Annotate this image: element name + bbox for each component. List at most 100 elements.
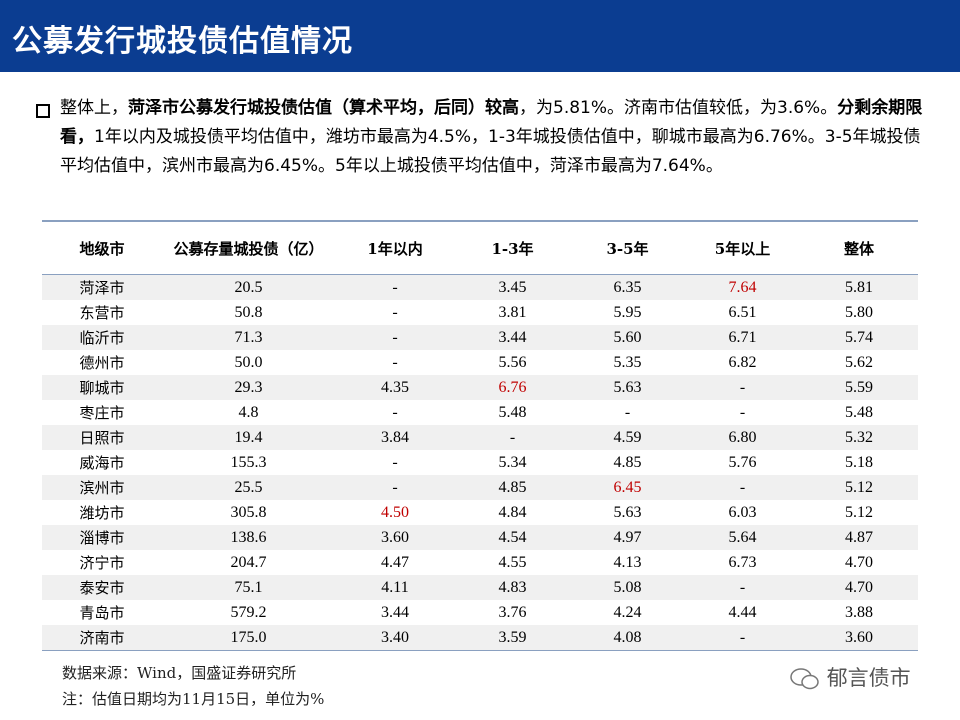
table-row: 泰安市 75.1 4.11 4.83 5.08-4.70 [42,575,918,600]
value-cell: 71.3 [162,325,335,350]
summary-run: 1年以内及城投债平均估值中，潍坊市最高为4.5%，1-3年城投债估值中，聊城市最… [60,127,921,176]
city-cell: 东营市 [79,304,125,322]
value-cell: 3.88 [845,603,873,621]
value-cell: 4.24 [613,603,642,621]
table-row: 青岛市 579.2 3.44 3.76 4.24 4.44 3.88 [42,600,918,625]
value-cell: 3.45 [455,274,570,300]
city-cell: 聊城市 [42,375,162,400]
summary-run: ，为5.81%。济南市估值较低，为3.6%。 [519,98,838,118]
value-cell: - [624,403,631,421]
value-cell: - [685,475,800,500]
value-cell: 3.44 [455,325,570,350]
value-cell: - [739,403,746,421]
value-cell: - [455,425,570,450]
value-cell: 5.81 [800,274,918,300]
value-cell: 6.76 [455,375,570,400]
value-cell: 5.48 [498,403,527,421]
header-row: 地级市 公募存量城投债（亿） 1年以内 1-3年 3-5年 5年以上 整体 [42,220,918,275]
value-cell: 5.32 [800,425,918,450]
value-cell: 4.13 [613,553,642,571]
value-cell: - [335,325,455,350]
value-cell: - [685,575,800,600]
value-cell: 3.59 [455,625,570,651]
city-cell: 青岛市 [79,604,125,622]
city-cell: 泰安市 [42,575,162,600]
watermark-text: 郁言债市 [826,666,911,690]
value-cell: 4.84 [498,503,527,521]
value-cell: 4.50 [381,503,409,521]
table-row: 东营市 50.8 - 3.81 5.95 6.51 5.80 [42,300,918,325]
city-cell: 枣庄市 [79,404,125,422]
value-cell: 4.54 [455,525,570,550]
table-row: 潍坊市 305.8 4.50 4.84 5.63 6.03 5.12 [42,500,918,525]
value-cell: 5.62 [845,353,873,371]
value-cell: - [392,303,398,321]
value-cell: - [392,453,398,471]
table-row: 滨州市 25.5-4.85 6.45-5.12 [42,475,918,500]
value-cell: 5.60 [570,325,685,350]
city-cell: 菏泽市 [42,274,162,300]
value-cell: 5.18 [845,453,873,471]
value-cell: 4.85 [455,475,570,500]
summary-run: 菏泽市公募发行城投债估值（算术平均，后同）较高 [128,98,519,118]
value-cell: 5.12 [845,503,873,521]
table-row: 聊城市 29.3 4.35 6.76 5.63-5.59 [42,375,918,400]
city-cell: 德州市 [79,354,125,372]
value-cell: - [335,274,455,300]
value-cell: 20.5 [162,274,335,300]
value-cell: 3.60 [335,525,455,550]
table-row: 淄博市 138.6 3.60 4.54 4.97 5.64 4.87 [42,525,918,550]
value-cell: - [392,353,398,371]
value-cell: 6.82 [728,353,757,371]
value-cell: 3.84 [335,425,455,450]
column-header: 地级市 [42,220,162,275]
value-cell: 5.56 [498,353,527,371]
value-cell: 4.8 [238,403,259,421]
value-cell: 5.12 [800,475,918,500]
value-cell: 4.87 [800,525,918,550]
value-cell: 305.8 [230,503,267,521]
value-cell: 50.8 [234,303,263,321]
value-cell: 4.08 [570,625,685,651]
value-cell: 5.08 [570,575,685,600]
table-row: 日照市 19.4 3.84-4.59 6.80 5.32 [42,425,918,450]
city-cell: 淄博市 [42,525,162,550]
value-cell: 6.45 [570,475,685,500]
city-cell: 日照市 [42,425,162,450]
value-cell: - [685,625,800,651]
value-cell: 204.7 [230,553,267,571]
table-row: 威海市 155.3 - 5.34 4.85 5.76 5.18 [42,450,918,475]
city-cell: 济南市 [42,625,162,651]
column-header: 1年以内 [335,220,455,275]
summary: 整体上，菏泽市公募发行城投债估值（算术平均，后同）较高，为5.81%。济南市估值… [60,94,930,181]
value-cell: 4.97 [570,525,685,550]
column-header: 5年以上 [685,220,800,275]
value-cell: 4.83 [455,575,570,600]
value-cell: 5.95 [613,303,642,321]
footnote: 数据来源：Wind，国盛证券研究所 [62,664,297,682]
value-cell: 4.55 [498,553,527,571]
value-cell: 3.81 [498,303,527,321]
city-cell: 滨州市 [42,475,162,500]
value-cell: 6.73 [728,553,757,571]
value-cell: 19.4 [162,425,335,450]
value-cell: 6.80 [685,425,800,450]
value-cell: 138.6 [162,525,335,550]
column-header: 公募存量城投债（亿） [162,220,335,275]
value-cell: 175.0 [162,625,335,651]
bullet [36,104,50,118]
table-row: 德州市 50.0 - 5.56 5.35 6.82 5.62 [42,350,918,375]
value-cell: 5.76 [728,453,757,471]
value-cell: 29.3 [162,375,335,400]
value-cell: 5.74 [800,325,918,350]
value-cell: 4.70 [845,553,873,571]
value-cell: 4.11 [335,575,455,600]
table-row: 济南市 175.0 3.40 3.59 4.08-3.60 [42,625,918,651]
value-cell: 6.71 [685,325,800,350]
city-cell: 济宁市 [79,554,125,572]
value-cell: 3.40 [335,625,455,651]
city-cell: 临沂市 [42,325,162,350]
value-cell: 3.76 [498,603,527,621]
value-cell: 4.70 [800,575,918,600]
